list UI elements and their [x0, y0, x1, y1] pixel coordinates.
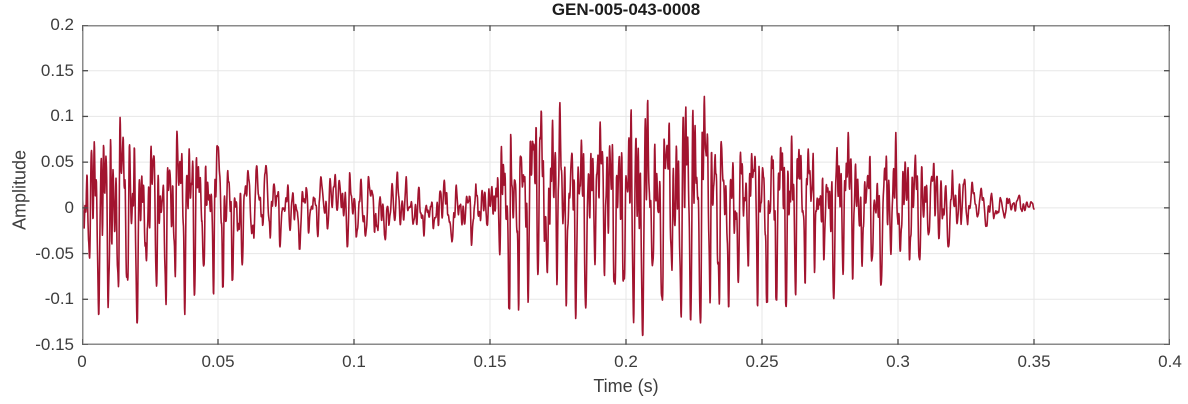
y-tick-label: 0.2: [50, 15, 74, 34]
y-tick-label: -0.15: [35, 335, 74, 354]
x-tick-label: 0.25: [745, 352, 779, 371]
x-axis-label: Time (s): [593, 376, 659, 396]
y-tick-label: 0.15: [40, 60, 74, 80]
x-tick-label: 0.2: [614, 352, 638, 371]
x-tick-label: 0.3: [886, 352, 910, 371]
x-tick-label: 0: [77, 352, 87, 371]
y-tick-label: 0: [64, 197, 74, 217]
x-tick-label: 0.15: [473, 352, 507, 371]
x-tick-label: 0.4: [1158, 352, 1182, 371]
x-tick-label: 0.35: [1017, 352, 1051, 371]
chart-title: GEN-005-043-0008: [551, 0, 701, 19]
y-tick-label: 0.1: [50, 106, 74, 126]
x-tick-label: 0.1: [342, 352, 366, 371]
y-tick-label: 0.05: [40, 152, 74, 172]
plot-area: [82, 25, 1170, 345]
x-tick-label: 0.05: [201, 352, 235, 371]
waveform-path: [82, 95, 1035, 337]
y-tick-label: -0.05: [35, 243, 74, 263]
y-tick-label: -0.1: [44, 289, 74, 309]
